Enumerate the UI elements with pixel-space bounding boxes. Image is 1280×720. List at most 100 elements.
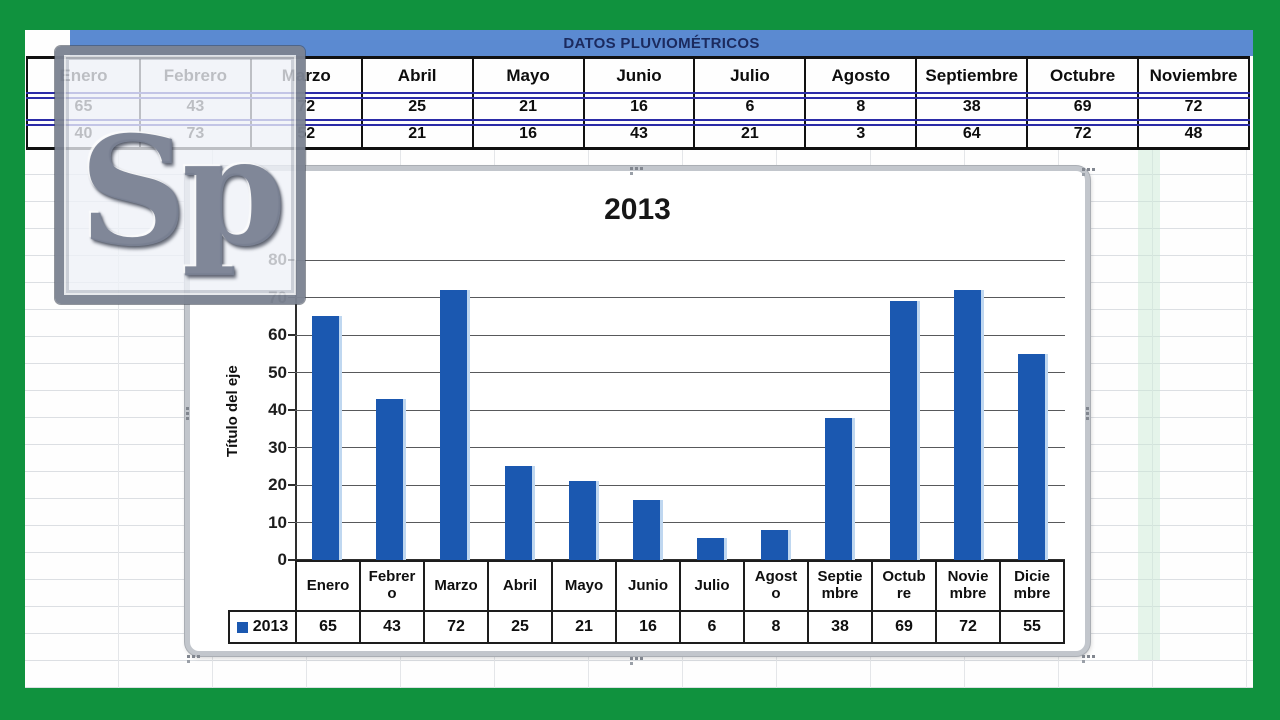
x-axis-category-label: Dicie mbre (999, 560, 1065, 612)
bar-diciembre[interactable] (1017, 353, 1048, 560)
chart-data-table-value: 43 (359, 610, 425, 644)
selection-handle-bottom-left[interactable] (187, 655, 190, 658)
selection-handle-top[interactable] (630, 167, 633, 170)
table-header-cell[interactable]: Noviembre (1137, 59, 1248, 93)
gridline (295, 484, 1065, 486)
chart-title[interactable]: 2013 (604, 193, 671, 226)
y-axis-tick-label: 0 (277, 550, 287, 569)
selection-handle-right[interactable] (1086, 407, 1089, 410)
gridline (295, 447, 1065, 448)
sheet-highlight-column (1138, 150, 1160, 660)
row-separator-line (26, 97, 1250, 99)
y-axis-tick (288, 334, 295, 336)
bar-junio[interactable] (632, 500, 663, 560)
bar-enero[interactable] (312, 316, 343, 560)
chart-data-table-value: 16 (615, 610, 681, 644)
table-cell[interactable]: 3 (804, 120, 915, 147)
y-axis-tick-label: 20 (268, 475, 287, 494)
selection-handle-bottom[interactable] (630, 657, 633, 660)
table-header-cell[interactable]: Abril (360, 59, 472, 93)
table-cell[interactable]: 43 (582, 120, 694, 147)
bar-septiembre[interactable] (825, 417, 856, 560)
row-separator-line (26, 119, 1250, 121)
x-axis-category-label: Abril (487, 560, 553, 612)
table-cell[interactable]: 21 (693, 120, 804, 147)
table-header-cell[interactable]: Octubre (1026, 59, 1137, 93)
x-axis-category-label: Octub re (871, 560, 937, 612)
x-axis-label-row[interactable]: Enero Febrer o Marzo Abril Mayo Junio Julio Ago… (295, 560, 1065, 612)
x-axis-category-label: Septie mbre (807, 560, 873, 612)
gridline (295, 522, 1065, 523)
y-axis-tick (288, 409, 295, 411)
table-header-cell[interactable]: Junio (582, 59, 694, 93)
table-cell[interactable]: 72 (1137, 93, 1248, 120)
table-header-cell[interactable]: Mayo (471, 59, 583, 93)
plot-area[interactable] (288, 259, 1065, 561)
bar-julio[interactable] (697, 537, 728, 560)
table-cell[interactable]: 16 (582, 93, 694, 120)
table-header-cell[interactable]: Septiembre (915, 59, 1026, 93)
x-axis-category-label: Julio (679, 560, 745, 612)
legend-series-name: 2013 (252, 618, 289, 635)
table-header-cell[interactable]: Julio (693, 59, 804, 93)
table-header-cell[interactable]: Agosto (804, 59, 915, 93)
x-axis-category-label: Junio (615, 560, 681, 612)
chart-data-table-row[interactable]: 65 43 72 25 21 16 6 8 38 69 72 55 (295, 610, 1065, 644)
y-axis-tick (288, 484, 295, 486)
x-axis-category-label: Enero (295, 560, 361, 612)
bar-chart-object[interactable]: 2013 Título del eje 01020304050607080 En… (185, 166, 1090, 656)
table-cell[interactable]: 8 (804, 93, 915, 120)
bar-abril[interactable] (504, 466, 535, 560)
x-axis-category-label: Marzo (423, 560, 489, 612)
bar-noviembre[interactable] (953, 290, 984, 560)
bar-febrero[interactable] (376, 398, 407, 560)
selection-handle-bottom-right[interactable] (1082, 655, 1085, 658)
chart-data-table-value: 72 (423, 610, 489, 644)
y-axis-tick (288, 446, 295, 449)
table-cell[interactable]: 38 (915, 93, 1026, 120)
gridline (295, 259, 1065, 261)
row-separator-line (26, 124, 1250, 126)
y-axis-tick (288, 371, 295, 374)
watermark-logo: Sp (55, 46, 305, 304)
row-separator-line (26, 92, 1250, 94)
table-cell[interactable]: 25 (360, 93, 472, 120)
x-axis-category-label: Mayo (551, 560, 617, 612)
chart-data-table-value: 65 (295, 610, 361, 644)
x-axis-category-label: Novie mbre (935, 560, 1001, 612)
bar-mayo[interactable] (568, 481, 599, 560)
table-cell[interactable]: 6 (693, 93, 804, 120)
y-axis-tick (288, 521, 295, 524)
table-cell[interactable]: 69 (1026, 93, 1137, 120)
gridline (295, 409, 1065, 411)
bar-marzo[interactable] (440, 290, 471, 560)
table-title-text: DATOS PLUVIOMÉTRICOS (563, 34, 760, 52)
table-cell[interactable]: 16 (471, 120, 583, 147)
gridline (295, 372, 1065, 373)
x-axis-category-label: Agost o (743, 560, 809, 612)
y-axis-tick-label: 60 (268, 325, 287, 344)
chart-data-table-value: 38 (807, 610, 873, 644)
watermark-text: Sp (79, 104, 286, 280)
selection-handle-top-right[interactable] (1082, 168, 1085, 171)
bar-agosto[interactable] (761, 530, 792, 560)
chart-data-table-value: 21 (551, 610, 617, 644)
table-cell[interactable]: 21 (471, 93, 583, 120)
y-axis-tick (288, 559, 295, 561)
x-axis-category-label: Febrer o (359, 560, 425, 612)
y-axis-tick-label: 10 (268, 512, 287, 532)
table-cell[interactable]: 21 (360, 120, 472, 147)
table-cell[interactable]: 48 (1137, 120, 1248, 147)
bar-octubre[interactable] (889, 301, 920, 560)
y-axis-tick-label: 30 (268, 437, 287, 457)
selection-handle-left[interactable] (186, 407, 189, 410)
table-cell[interactable]: 72 (1026, 120, 1137, 147)
gridline (295, 297, 1065, 298)
chart-data-table-value: 25 (487, 610, 553, 644)
legend-cell[interactable]: 2013 (228, 610, 297, 644)
chart-data-table-value: 69 (871, 610, 937, 644)
legend-color-swatch (236, 621, 248, 633)
table-cell[interactable]: 64 (915, 120, 1026, 147)
chart-data-table-value: 72 (935, 610, 1001, 644)
y-axis-tick-label: 50 (268, 362, 287, 382)
